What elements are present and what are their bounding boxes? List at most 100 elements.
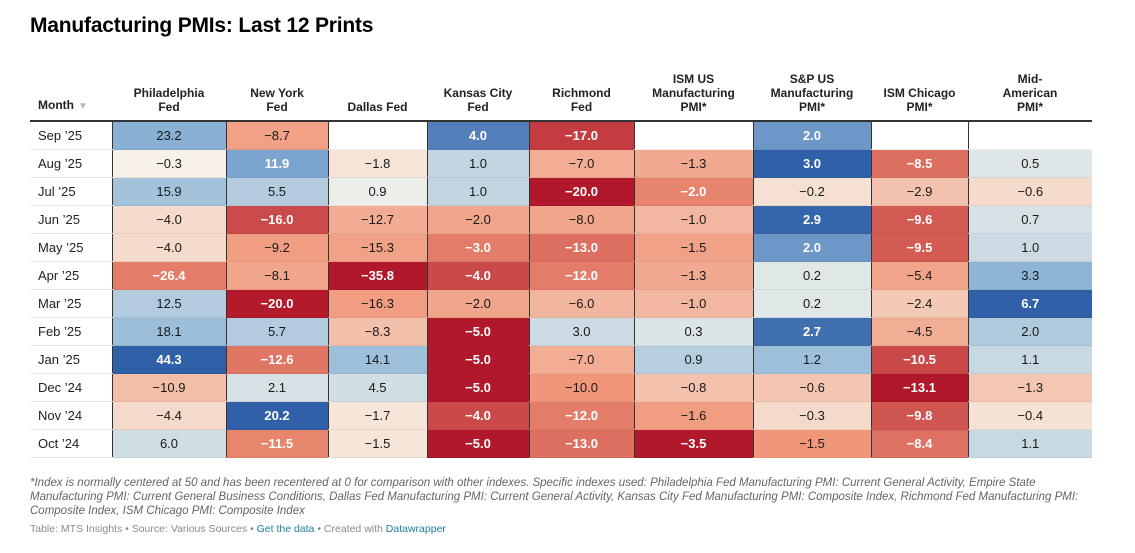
cell-value-label: −15.3 [361,240,394,255]
cell-value-label: 5.7 [267,324,287,339]
cell-value-label: 1.1 [1021,436,1040,451]
cell-value-label: 2.0 [802,128,822,143]
heatmap-cell: −7.0 [528,345,634,374]
table-row: May ’25 −4.0 −9.2 −15.3 −3.0 −13.0 −1.5 2.0 −9.5… [30,233,1092,262]
cell-value-label: −8.3 [364,324,391,339]
table-row: Jul ’25 15.9 5.5 0.9 1.0 −20.0 −2.0 −0.2 −2.9 −0.… [30,177,1092,206]
heatmap-cell: −7.0 [528,149,634,178]
cell-value-label: 1.0 [468,156,488,171]
heatmap-cell: 0.2 [752,261,871,290]
column-header[interactable]: Mid- American PMI* [968,66,1092,122]
heatmap-cell: −4.0 [426,261,529,290]
column-header[interactable]: Philadelphia Fed [112,66,226,122]
created-with-label: Created with [323,523,386,535]
cell-value-label: −12.7 [361,212,394,227]
column-header[interactable]: New York Fed [226,66,328,122]
cell-value-label: 20.2 [264,408,290,423]
get-the-data-link[interactable]: Get the data [256,523,315,535]
heatmap-cell: −2.9 [870,177,968,206]
table-row: Jan ’25 44.3 −12.6 14.1 −5.0 −7.0 0.9 1.2 −10.5 1… [30,345,1092,374]
row-label: Jul ’25 [30,177,112,206]
heatmap-cell: 2.0 [967,317,1092,346]
cell-value-label: −0.4 [1017,408,1044,423]
column-header-line: Kansas City [443,86,513,100]
heatmap-cell: −1.3 [633,261,753,290]
heatmap-cell: 1.2 [752,345,871,374]
heatmap-body: Sep ’25 23.2 −8.7 4.0 −17.0 2.0 Aug ’25 −0.3 11.… [30,121,1092,458]
heatmap-cell: 2.7 [752,317,871,346]
row-label: Nov ’24 [30,401,112,430]
table-row: Mar ’25 12.5 −20.0 −16.3 −2.0 −6.0 −1.0 0.2 −2.4… [30,289,1092,318]
heatmap-cell: −8.1 [225,261,328,290]
column-header-line: S&P US [789,72,835,86]
heatmap-cell: 5.7 [225,317,328,346]
cell-value-label: −0.2 [799,184,825,199]
cell-value-label: 1.2 [802,352,822,367]
heatmap-cell: −12.6 [225,345,328,374]
column-header-line: Philadelphia [133,86,205,100]
cell-value-label: −9.2 [264,240,290,255]
cell-value-label: 2.0 [1021,324,1040,339]
row-label: Oct ’24 [30,429,112,458]
heatmap-cell: −17.0 [528,121,634,150]
heatmap-cell: 0.5 [967,149,1092,178]
column-header-line: Manufacturing [770,86,854,100]
heatmap-cell: 0.9 [633,345,753,374]
column-header[interactable]: S&P US Manufacturing PMI* [753,66,871,122]
heatmap-cell [633,121,753,150]
cell-value-label: −4.0 [465,408,491,423]
heatmap-cell: −13.0 [528,429,634,458]
column-header[interactable]: Richmond Fed [529,66,634,122]
heatmap-cell [967,121,1092,150]
heatmap-cell: −0.3 [752,401,871,430]
heatmap-cell: −0.3 [111,149,226,178]
heatmap-cell: −8.0 [528,205,634,234]
column-header[interactable]: Dallas Fed [328,66,427,122]
column-header-month[interactable]: Month ▼ [30,66,112,122]
cell-value-label: 18.1 [156,324,182,339]
column-header-line: New York [250,86,304,100]
cell-value-label: 4.5 [368,380,387,395]
heatmap-cell: 12.5 [111,289,226,318]
cell-value-label: −4.0 [156,212,182,227]
cell-value-label: 2.1 [267,380,287,395]
heatmap-cell: −1.8 [327,149,427,178]
column-header-label: Month [38,98,74,112]
cell-value-label: −2.0 [465,212,491,227]
heatmap-cell: 0.2 [752,289,871,318]
heatmap-cell: −5.0 [426,373,529,402]
cell-value-label: −16.3 [361,296,394,311]
cell-value-label: 6.7 [1021,296,1040,311]
heatmap-cell: 1.0 [426,177,529,206]
heatmap-cell: −2.0 [426,205,529,234]
cell-value-label: −1.3 [1017,380,1044,395]
heatmap-cell: 15.9 [111,177,226,206]
table-row: Feb ’25 18.1 5.7 −8.3 −5.0 3.0 0.3 2.7 −4.5 2.0 [30,317,1092,346]
heatmap-cell: −16.3 [327,289,427,318]
heatmap-cell: 5.5 [225,177,328,206]
cell-value-label: 3.0 [572,324,591,339]
cell-value-label: −7.0 [568,156,595,171]
heatmap-cell: −1.5 [633,233,753,262]
cell-value-label: 4.0 [468,128,488,143]
heatmap-cell: −15.3 [327,233,427,262]
table-credit: Table: MTS Insights [30,523,123,535]
cell-value-label: 2.9 [802,212,822,227]
heatmap-cell: −35.8 [327,261,427,290]
cell-value-label: −3.0 [465,240,491,255]
heatmap-cell: −5.0 [426,317,529,346]
sort-down-triangle-icon[interactable]: ▼ [77,101,88,112]
cell-value-label: −1.5 [799,436,825,451]
chart-title: Manufacturing PMIs: Last 12 Prints [30,14,374,37]
cell-value-label: −12.0 [565,268,598,283]
column-header[interactable]: ISM US Manufacturing PMI* [634,66,753,122]
datawrapper-link[interactable]: Datawrapper [385,523,446,535]
column-header[interactable]: Kansas City Fed [427,66,529,122]
cell-value-label: −2.4 [906,296,933,311]
cell-value-label: −8.5 [906,156,933,171]
heatmap-cell: −8.3 [327,317,427,346]
heatmap-cell: −1.5 [327,429,427,458]
cell-value-label: −6.0 [568,296,595,311]
cell-value-label: 0.3 [684,324,703,339]
column-header[interactable]: ISM Chicago PMI* [871,66,968,122]
